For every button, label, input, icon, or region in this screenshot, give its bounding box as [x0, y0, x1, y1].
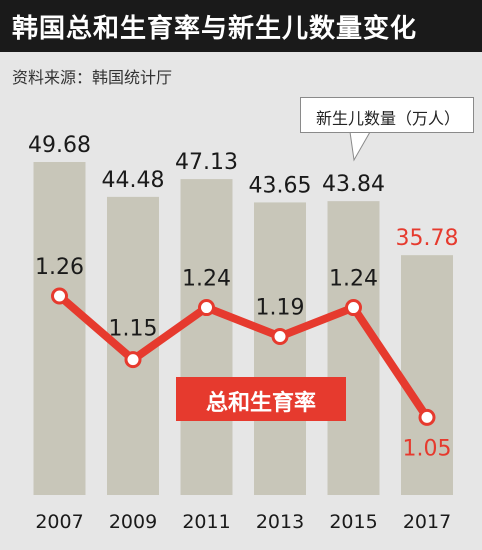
x-tick-label: 2011 — [182, 511, 230, 533]
fertility-point — [345, 299, 362, 317]
births-bar — [401, 255, 453, 495]
births-bar — [33, 162, 86, 495]
fertility-point — [124, 351, 142, 369]
fertility-point — [51, 287, 68, 305]
births-legend-box: 新生儿数量（万人） — [300, 97, 474, 133]
fertility-point — [198, 299, 215, 317]
x-tick-label: 2013 — [256, 511, 304, 533]
x-tick-label: 2017 — [403, 511, 451, 533]
fertility-callout-label: 总和生育率 — [205, 391, 316, 416]
births-value-label: 35.78 — [396, 226, 459, 251]
births-bar — [180, 179, 233, 495]
fertility-value-label: 1.26 — [35, 255, 84, 280]
births-value-label: 43.84 — [322, 172, 385, 197]
births-bar — [254, 202, 306, 496]
source-note: 资料来源：韩国统计厅 — [12, 68, 173, 87]
x-tick-label: 2009 — [109, 511, 157, 533]
x-tick-label: 2015 — [329, 511, 377, 533]
fertility-value-label: 1.05 — [403, 436, 452, 461]
births-legend-label: 新生儿数量（万人） — [315, 109, 460, 128]
fertility-callout: 总和生育率 — [176, 377, 346, 421]
births-value-label: 47.13 — [175, 150, 238, 175]
births-value-label: 49.68 — [28, 133, 91, 158]
births-value-label: 44.48 — [102, 168, 165, 193]
fertility-point — [418, 408, 436, 426]
title-bar: 韩国总和生育率与新生儿数量变化 — [0, 0, 482, 52]
fertility-value-label: 1.24 — [329, 267, 378, 292]
births-legend-pointer — [349, 131, 371, 162]
fertility-line — [56, 292, 431, 420]
fertility-value-label: 1.19 — [256, 295, 305, 320]
x-tick-label: 2007 — [35, 511, 83, 533]
fertility-value-label: 1.24 — [182, 267, 231, 292]
fertility-value-label: 1.15 — [109, 317, 158, 342]
births-bar — [327, 201, 380, 495]
chart-title: 韩国总和生育率与新生儿数量变化 — [12, 14, 418, 44]
fertility-point — [271, 327, 289, 345]
births-value-label: 43.65 — [249, 173, 312, 198]
